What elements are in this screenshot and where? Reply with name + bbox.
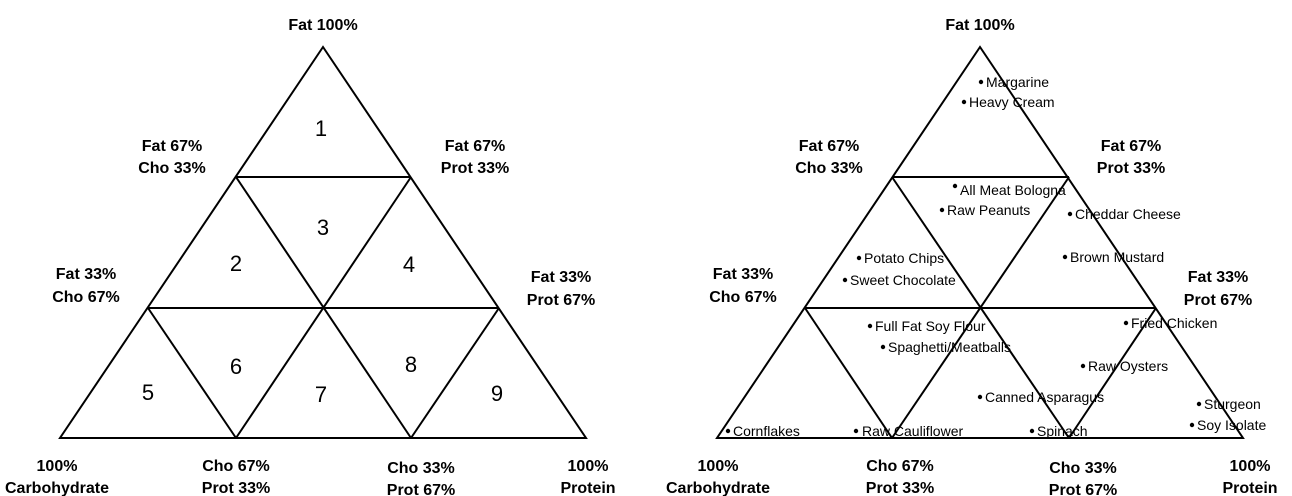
food-label-margarine: Margarine — [986, 74, 1049, 90]
right-label-prot33-b: Prot 33% — [866, 480, 934, 496]
left-label-fat100: Fat 100% — [288, 17, 357, 34]
food-points: Margarine Heavy Cream All Meat Bologna R… — [725, 74, 1266, 439]
region-number-4: 4 — [403, 252, 415, 277]
food-label-raw-peanuts: Raw Peanuts — [947, 202, 1030, 218]
food-dot — [1189, 422, 1195, 428]
food-dot — [952, 183, 958, 189]
left-label-100-prot: 100% — [568, 458, 609, 475]
food-label-spaghetti-meatballs: Spaghetti/Meatballs — [888, 339, 1011, 355]
right-label-fat67-line1: Fat 67% — [799, 138, 859, 155]
food-label-fried-chicken: Fried Chicken — [1131, 315, 1217, 331]
right-label-cho33-b: Cho 33% — [1049, 460, 1117, 477]
right-label-fat67-line2: Fat 67% — [1101, 138, 1161, 155]
right-label-fat33-line1: Fat 33% — [713, 266, 773, 283]
food-dot — [1067, 211, 1073, 217]
right-line-d — [1068, 307, 1157, 439]
left-line-b — [235, 176, 412, 439]
food-label-sweet-chocolate: Sweet Chocolate — [850, 272, 956, 288]
food-label-raw-oysters: Raw Oysters — [1088, 358, 1168, 374]
food-label-potato-chips: Potato Chips — [864, 250, 944, 266]
left-label-prot33-b: Prot 33% — [202, 480, 270, 496]
right-label-100-prot: 100% — [1230, 458, 1271, 475]
food-dot — [856, 255, 862, 261]
food-dot — [842, 277, 848, 283]
food-label-cheddar-cheese: Cheddar Cheese — [1075, 206, 1181, 222]
left-label-prot33: Prot 33% — [441, 160, 509, 177]
region-number-5: 5 — [142, 380, 154, 405]
left-label-fat33-line2: Fat 33% — [531, 269, 591, 286]
right-label-prot67: Prot 67% — [1184, 292, 1252, 309]
left-label-cho67: Cho 67% — [52, 289, 120, 306]
left-label-fat67-line2: Fat 67% — [445, 138, 505, 155]
right-label-fat33-line2: Fat 33% — [1188, 269, 1248, 286]
food-dot — [977, 394, 983, 400]
food-label-all-meat-bologna: All Meat Bologna — [960, 182, 1066, 198]
right-ternary-diagram: Fat 100% Fat 67% Cho 33% Fat 67% Prot 33… — [666, 17, 1278, 496]
food-label-spinach: Spinach — [1037, 423, 1088, 439]
right-label-cho67-b: Cho 67% — [866, 458, 934, 475]
left-line-d — [410, 307, 500, 439]
food-dot — [1123, 320, 1129, 326]
food-label-brown-mustard: Brown Mustard — [1070, 249, 1164, 265]
food-dot — [853, 428, 859, 434]
food-label-sturgeon: Sturgeon — [1204, 396, 1261, 412]
right-label-protein: Protein — [1222, 480, 1277, 496]
left-label-cho33-b: Cho 33% — [387, 460, 455, 477]
food-dot — [880, 344, 886, 350]
left-label-carbohydrate: Carbohydrate — [5, 480, 109, 496]
left-ternary-diagram: Fat 100% Fat 67% Cho 33% Fat 67% Prot 33… — [5, 17, 616, 496]
left-label-cho67-b: Cho 67% — [202, 458, 270, 475]
food-label-soy-isolate: Soy Isolate — [1197, 417, 1266, 433]
food-label-full-fat-soy-flour: Full Fat Soy Flour — [875, 318, 986, 334]
right-line-c — [804, 307, 893, 439]
left-line-c — [147, 307, 237, 439]
food-label-raw-cauliflower: Raw Cauliflower — [862, 423, 963, 439]
right-label-fat100: Fat 100% — [945, 17, 1014, 34]
region-number-3: 3 — [317, 215, 329, 240]
food-dot — [961, 99, 967, 105]
left-label-prot67-b: Prot 67% — [387, 482, 455, 496]
right-label-prot67-b: Prot 67% — [1049, 482, 1117, 496]
region-number-9: 9 — [491, 381, 503, 406]
region-number-2: 2 — [230, 251, 242, 276]
food-dot — [1196, 401, 1202, 407]
food-dot — [1080, 363, 1086, 369]
food-label-cornflakes: Cornflakes — [733, 423, 800, 439]
left-label-cho33: Cho 33% — [138, 160, 206, 177]
left-label-fat33-line1: Fat 33% — [56, 266, 116, 283]
left-label-100-carb: 100% — [37, 458, 78, 475]
food-dot — [867, 323, 873, 329]
region-number-6: 6 — [230, 354, 242, 379]
left-label-protein: Protein — [560, 480, 615, 496]
food-label-heavy-cream: Heavy Cream — [969, 94, 1055, 110]
right-label-cho67: Cho 67% — [709, 289, 777, 306]
food-dot — [725, 428, 731, 434]
left-outer-triangle — [58, 45, 588, 439]
region-number-1: 1 — [315, 116, 327, 141]
right-label-prot33: Prot 33% — [1097, 160, 1165, 177]
food-dot — [978, 79, 984, 85]
right-line-b — [891, 176, 1070, 439]
food-dot — [939, 207, 945, 213]
region-number-7: 7 — [315, 382, 327, 407]
food-dot — [1029, 428, 1035, 434]
right-outer-triangle — [715, 45, 1245, 439]
left-label-prot67: Prot 67% — [527, 292, 595, 309]
left-label-fat67-line1: Fat 67% — [142, 138, 202, 155]
right-label-100-carb: 100% — [698, 458, 739, 475]
right-label-carbohydrate: Carbohydrate — [666, 480, 770, 496]
food-label-canned-asparagus: Canned Asparagus — [985, 389, 1104, 405]
region-number-8: 8 — [405, 352, 417, 377]
food-dot — [1062, 254, 1068, 260]
right-label-cho33: Cho 33% — [795, 160, 863, 177]
